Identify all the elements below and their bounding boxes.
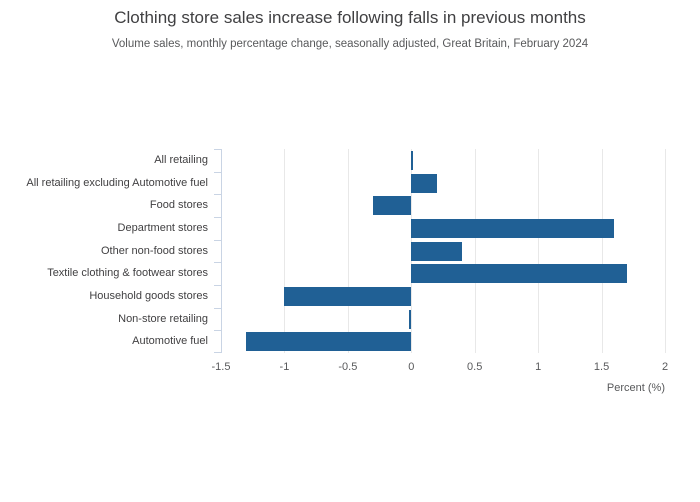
chart-subtitle: Volume sales, monthly percentage change,… bbox=[111, 38, 589, 50]
x-tick-label: 1 bbox=[535, 361, 542, 373]
x-tick-label: -0.5 bbox=[338, 361, 358, 373]
x-tick-label: -1.5 bbox=[211, 361, 231, 373]
y-axis-tick bbox=[214, 352, 221, 353]
x-tick-label: 0.5 bbox=[467, 361, 483, 373]
x-tick-label: 1.5 bbox=[593, 361, 610, 373]
x-tick-label: 0 bbox=[408, 361, 415, 373]
category-label: Automotive fuel bbox=[132, 335, 208, 348]
category-label: Textile clothing & footwear stores bbox=[47, 267, 208, 280]
bar-all-retailing-excluding-automotive-fuel bbox=[411, 173, 437, 193]
y-axis-tick bbox=[214, 217, 221, 218]
gridline bbox=[347, 149, 349, 353]
x-tick-label: 2 bbox=[661, 361, 669, 373]
y-axis-tick bbox=[214, 172, 221, 173]
category-label: Other non-food stores bbox=[100, 244, 208, 257]
bar-other-non-food-stores bbox=[411, 241, 463, 261]
x-axis-title: Percent (%) bbox=[606, 382, 665, 394]
bar-non-store-retailing bbox=[409, 309, 412, 329]
y-axis-tick bbox=[214, 149, 221, 150]
gridline bbox=[474, 149, 476, 353]
y-axis-tick bbox=[214, 330, 221, 331]
category-label: Non-store retailing bbox=[118, 312, 208, 325]
bar-food-stores bbox=[373, 196, 412, 216]
category-label: Food stores bbox=[149, 199, 208, 212]
y-axis-tick bbox=[214, 194, 221, 195]
bar-department-stores bbox=[411, 218, 615, 238]
x-tick-label: -1 bbox=[279, 361, 290, 373]
plot-area bbox=[214, 149, 666, 353]
bar-household-goods-stores bbox=[284, 286, 412, 306]
gridline bbox=[665, 149, 666, 353]
y-axis-category-labels: All retailing All retailing excluding Aut… bbox=[0, 149, 208, 353]
bar-all-retailing bbox=[411, 150, 414, 170]
gridline bbox=[601, 149, 603, 353]
gridline bbox=[284, 149, 286, 353]
y-axis-tick bbox=[214, 285, 221, 286]
y-axis-tick bbox=[214, 262, 221, 263]
gridline bbox=[538, 149, 540, 353]
category-label: Household goods stores bbox=[89, 290, 208, 302]
category-label: Department stores bbox=[117, 222, 208, 234]
bar-textile-clothing-footwear-stores bbox=[411, 264, 627, 284]
chart-title: Clothing store sales increase following … bbox=[114, 8, 586, 27]
y-axis-line bbox=[221, 149, 222, 353]
bar-automotive-fuel bbox=[246, 332, 412, 352]
x-axis-tick-labels: -1.5 -1 -0.5 0 0.5 1 1.5 2 bbox=[212, 361, 669, 375]
category-label: All retailing excluding Automotive fuel bbox=[26, 176, 208, 189]
y-axis-tick bbox=[214, 240, 221, 241]
y-axis-tick bbox=[214, 308, 221, 309]
category-label: All retailing bbox=[154, 154, 208, 166]
